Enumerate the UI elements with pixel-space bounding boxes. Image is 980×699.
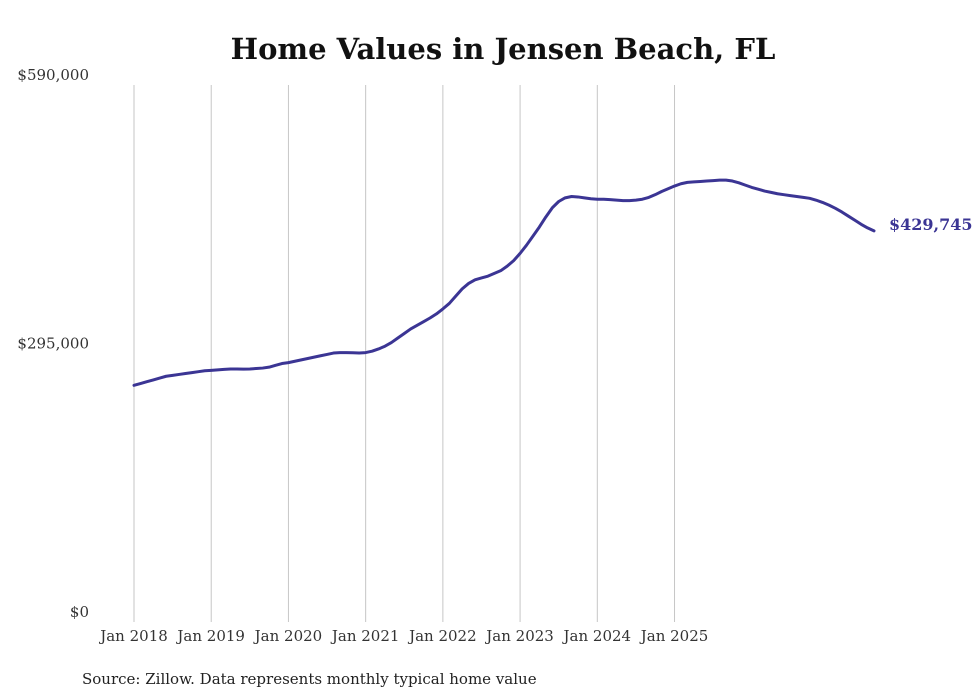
x-tick-label: Jan 2024 xyxy=(562,627,632,645)
x-axis-ticks: Jan 2018 Jan 2019 Jan 2020 Jan 2021 Jan 2022… xyxy=(98,627,708,645)
y-tick-label: $0 xyxy=(70,603,89,621)
y-axis-ticks: $0 $295,000 $590,000 xyxy=(17,66,89,621)
source-note: Source: Zillow. Data represents monthly … xyxy=(82,670,537,688)
x-tick-label: Jan 2023 xyxy=(484,627,554,645)
x-tick-label: Jan 2021 xyxy=(330,627,400,645)
x-tick-label: Jan 2018 xyxy=(98,627,168,645)
y-tick-label: $590,000 xyxy=(17,66,89,84)
x-tick-label: Jan 2022 xyxy=(407,627,477,645)
x-tick-label: Jan 2019 xyxy=(175,627,245,645)
home-value-line xyxy=(132,178,876,387)
x-tick-label: Jan 2020 xyxy=(253,627,323,645)
gridlines xyxy=(133,85,676,622)
x-tick-label: Jan 2025 xyxy=(639,627,709,645)
end-value-label: $429,745 xyxy=(889,215,973,234)
y-tick-label: $295,000 xyxy=(17,335,89,353)
chart-title: Home Values in Jensen Beach, FL xyxy=(231,32,776,66)
